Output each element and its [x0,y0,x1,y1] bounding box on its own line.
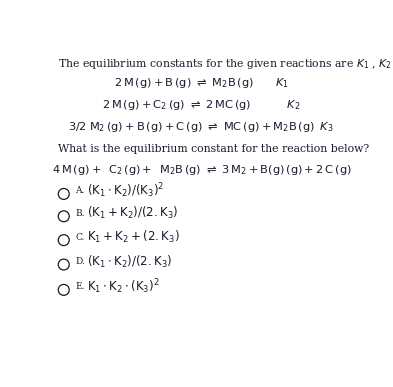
Text: $\mathrm{K_1+K_2+(2.K_3)}$: $\mathrm{K_1+K_2+(2.K_3)}$ [87,229,180,245]
Text: $2\,\mathrm{M\,(g)+C_2\,(g)\ \rightleftharpoons\ 2\,MC\,(g)}$$\qquad\quad\; K_2$: $2\,\mathrm{M\,(g)+C_2\,(g)\ \rightlefth… [102,98,301,112]
Text: $2\,\mathrm{M\,(g)+B\,(g)\ \rightleftharpoons\ M_2B\,(g)}$$\qquad K_1$: $2\,\mathrm{M\,(g)+B\,(g)\ \rightlefthar… [114,76,289,90]
Text: $(\mathrm{K_1 \cdot K_2})/(\mathrm{2.K_3})$: $(\mathrm{K_1 \cdot K_2})/(\mathrm{2.K_3… [87,253,173,270]
Text: $4\,\mathrm{M\,(g)+\ \,C_2\,(g)+\ \,M_2B\,(g)\ \rightleftharpoons\ 3\,M_2+B(g)\,: $4\,\mathrm{M\,(g)+\ \,C_2\,(g)+\ \,M_2B… [51,163,351,177]
Text: $3/2\;\mathrm{M_2\,(g)+B\,(g)+C\,(g)\ \rightleftharpoons\ MC\,(g)+M_2B\,(g)}\;\;: $3/2\;\mathrm{M_2\,(g)+B\,(g)+C\,(g)\ \r… [68,120,334,134]
Text: E.: E. [75,283,84,291]
Text: $(\mathrm{K_1+K_2})/(\mathrm{2.K_3})$: $(\mathrm{K_1+K_2})/(\mathrm{2.K_3})$ [87,205,179,221]
Text: $\mathrm{K_1 \cdot K_2 \cdot (K_3)^2}$: $\mathrm{K_1 \cdot K_2 \cdot (K_3)^2}$ [87,277,160,296]
Text: What is the equilibrium constant for the reaction below?: What is the equilibrium constant for the… [58,144,369,154]
Text: D.: D. [75,257,85,266]
Text: A.: A. [75,187,84,195]
Text: C.: C. [75,233,84,241]
Text: $(\mathrm{K_1 \cdot K_2})/(\mathrm{K_3})^2$: $(\mathrm{K_1 \cdot K_2})/(\mathrm{K_3})… [87,182,165,200]
Text: B.: B. [75,209,84,218]
Text: The equilibrium constants for the given reactions are $K_1$ , $K_2$ and $K_3$.: The equilibrium constants for the given … [58,57,393,71]
